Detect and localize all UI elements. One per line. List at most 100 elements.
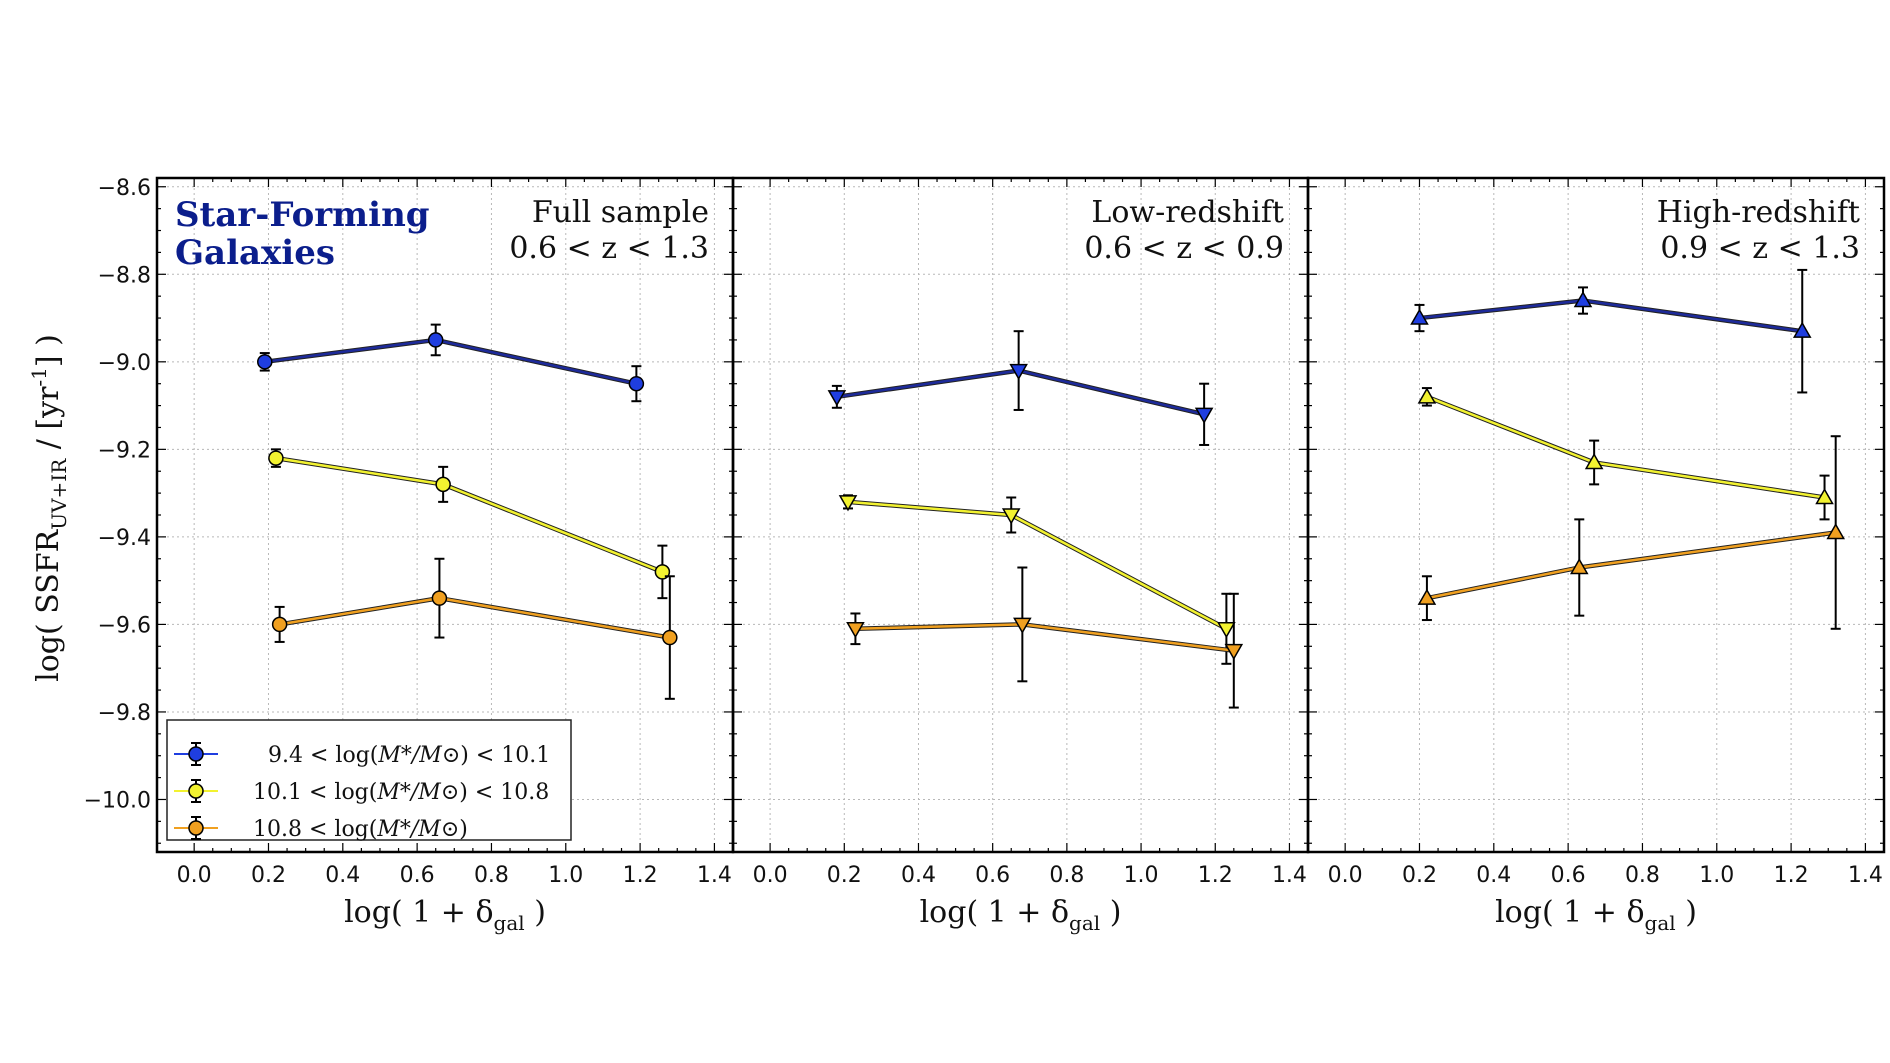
- series-line-outline: [275, 455, 664, 574]
- data-point: [257, 354, 273, 370]
- data-point: [435, 476, 451, 493]
- series-3: [1417, 435, 1845, 630]
- x-axis-title-sub: gal: [494, 911, 525, 935]
- data-point: [838, 495, 858, 512]
- ticks: [1308, 178, 1884, 852]
- legend-item-3: 10.8 < log(M*/M⊙): [174, 816, 468, 842]
- legend-marker: [188, 820, 204, 836]
- series-2: [268, 448, 671, 600]
- data-point: [1013, 617, 1032, 634]
- series-3: [271, 557, 678, 700]
- figure-label-line1: Star-Forming: [175, 195, 430, 235]
- data-point: [1194, 407, 1214, 424]
- x-tick-label: 1.4: [697, 863, 732, 888]
- x-tick-label: 0.8: [1049, 863, 1084, 888]
- grid: [733, 178, 1308, 852]
- y-axis-title-sub: UV+IR: [47, 458, 71, 530]
- y-tick-label: −9.8: [98, 701, 151, 726]
- y-tick-label: −9.4: [98, 526, 151, 551]
- series-line: [847, 500, 1227, 630]
- data-point: [1001, 508, 1021, 525]
- series-2: [1417, 387, 1834, 521]
- panel-title: Low-redshift: [1091, 195, 1284, 230]
- series-line: [279, 596, 671, 639]
- series-3: [846, 566, 1244, 709]
- y-tick-label: −10.0: [84, 788, 151, 813]
- x-tick-label: 1.4: [1848, 863, 1883, 888]
- x-tick-label: 0.0: [177, 863, 212, 888]
- data-point: [1792, 321, 1812, 338]
- x-tick-label: 1.0: [548, 863, 583, 888]
- data-point: [431, 590, 448, 606]
- data-point: [268, 450, 284, 466]
- legend-label: 10.1 < log(M*/M⊙) < 10.8: [253, 780, 549, 805]
- data-point: [1417, 588, 1437, 605]
- figure-label-line2: Galaxies: [175, 233, 335, 273]
- series-2: [838, 494, 1236, 665]
- legend-marker: [188, 783, 204, 799]
- data-point: [1584, 452, 1604, 470]
- x-axis-title-sub: gal: [1069, 911, 1100, 935]
- x-axis-title-main: log( 1 + δ: [344, 895, 493, 930]
- y-axis-title-sup: -1: [27, 367, 51, 386]
- series-1: [257, 323, 645, 403]
- panel-subtitle: 0.9 < z < 1.3: [1660, 231, 1860, 266]
- x-tick-label: 1.2: [1198, 863, 1233, 888]
- legend-label: 10.8 < log(M*/M⊙): [253, 817, 468, 842]
- data-point: [628, 375, 645, 392]
- x-tick-label: 1.2: [1774, 863, 1809, 888]
- x-tick-label: 0.2: [1402, 863, 1437, 888]
- series-line-outline: [1426, 530, 1836, 601]
- x-tick-label: 0.2: [827, 863, 862, 888]
- x-tick-label: 0.8: [474, 863, 509, 888]
- series-line: [264, 338, 637, 385]
- ticks: [733, 178, 1308, 852]
- x-axis-title-sub: gal: [1645, 911, 1676, 935]
- series-line: [836, 369, 1205, 416]
- series-line: [1426, 395, 1825, 499]
- series-line: [1419, 299, 1803, 333]
- panel-3: 0.0 0.2 0.4 0.6 0.8 1.0 1.2 1.4 log( 1 + δgal ) H…: [1306, 176, 1886, 935]
- series-line-outline: [847, 499, 1228, 631]
- legend-label-post: ): [459, 817, 468, 842]
- y-axis-title: log( SSFRUV+IR / [yr-1] ): [27, 334, 71, 682]
- panels: 0.0 0.2 0.4 0.6 0.8 1.0 1.2 1.4 −8.6 −8.8 −9.0 −9.2…: [84, 176, 1886, 935]
- x-axis-title: log( 1 + δgal ): [920, 895, 1122, 935]
- x-axis-title-main: log( 1 + δ: [920, 895, 1069, 930]
- x-axis-title: log( 1 + δgal ): [344, 895, 546, 935]
- data-point: [1217, 622, 1236, 639]
- legend-label-math: M*/M⊙: [377, 743, 460, 768]
- x-axis-title-end: ): [525, 895, 546, 930]
- x-tick-label: 0.0: [1328, 863, 1363, 888]
- legend-label-pre: 10.1 < log(: [253, 780, 377, 805]
- legend-marker: [188, 746, 204, 762]
- data-point: [1569, 558, 1589, 575]
- panel-subtitle: 0.6 < z < 1.3: [509, 231, 709, 266]
- y-tick-label: −9.0: [98, 351, 151, 376]
- x-tick-label: 0.8: [1625, 863, 1660, 888]
- data-point: [1417, 387, 1437, 404]
- legend-label-post: ) < 10.8: [459, 780, 549, 805]
- panel-frame: [731, 176, 1310, 854]
- series-line-outline: [264, 337, 637, 386]
- panel-frame: [1306, 176, 1886, 854]
- x-tick-label: 0.6: [975, 863, 1010, 888]
- data-point: [846, 622, 865, 639]
- series-line: [855, 623, 1234, 652]
- data-point: [1573, 291, 1593, 308]
- legend-label-pre: 9.4 < log(: [268, 743, 378, 768]
- data-point: [1410, 308, 1429, 325]
- x-axis-title-end: ): [1100, 895, 1121, 930]
- x-tick-label: 0.2: [251, 863, 286, 888]
- series-1: [1410, 268, 1812, 394]
- x-tick-label: 0.4: [1476, 863, 1511, 888]
- y-tick-label: −8.6: [98, 176, 151, 201]
- x-tick-label: 0.4: [901, 863, 936, 888]
- panel-title: Full sample: [532, 195, 709, 230]
- grid: [1308, 178, 1884, 852]
- y-axis-title-mid: / [yr: [31, 386, 66, 459]
- legend-box: [166, 719, 572, 841]
- y-axis-title-main: log( SSFR: [31, 528, 66, 681]
- x-tick-label: 0.4: [325, 863, 360, 888]
